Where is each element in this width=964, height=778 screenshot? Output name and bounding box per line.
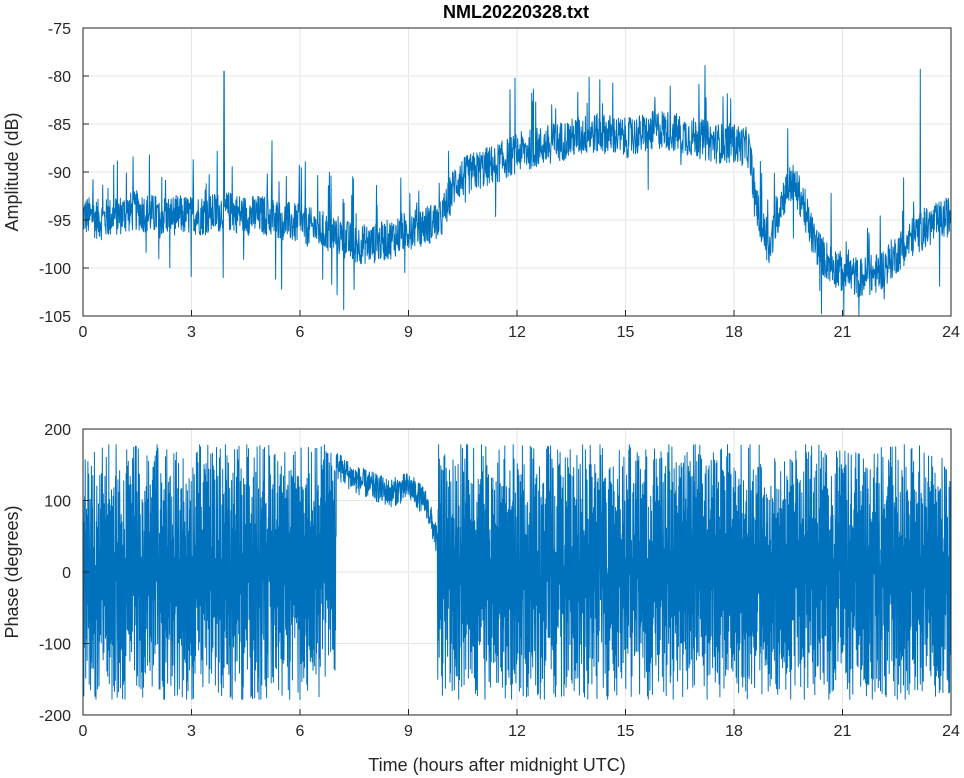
- phase-x-tick-label: 0: [79, 723, 88, 740]
- amplitude-y-tick-label: -85: [48, 117, 71, 134]
- phase-y-tick-label: -200: [39, 708, 71, 725]
- amplitude-ylabel: Amplitude (dB): [2, 112, 22, 231]
- amplitude-axes: 0 3 6 9 12 15 18 21 24 -75 -80 -85 -90 -95 -100 -105 A…: [2, 21, 960, 341]
- amplitude-y-tick-label: -100: [39, 261, 71, 278]
- phase-x-tick-label: 18: [725, 723, 743, 740]
- phase-x-tick-label: 12: [508, 723, 526, 740]
- phase-line: [82, 444, 952, 700]
- amplitude-line: [82, 65, 952, 317]
- phase-axes: 0 3 6 9 12 15 18 21 24 200 100 0 -100 -200 Phase (de…: [2, 422, 960, 775]
- amplitude-x-tick-label: 24: [942, 324, 960, 341]
- amplitude-x-tick-label: 9: [404, 324, 413, 341]
- phase-series: [82, 444, 952, 700]
- phase-x-tick-label: 3: [187, 723, 196, 740]
- phase-y-tick-label: 100: [44, 494, 71, 511]
- amplitude-y-tick-label: -105: [39, 309, 71, 326]
- phase-x-tick-label: 6: [296, 723, 305, 740]
- phase-y-tick-label: 0: [62, 565, 71, 582]
- phase-xlabel: Time (hours after midnight UTC): [368, 755, 625, 775]
- amplitude-y-tick-label: -75: [48, 21, 71, 38]
- amplitude-x-tick-label: 6: [296, 324, 305, 341]
- amplitude-x-tick-label: 3: [187, 324, 196, 341]
- amplitude-y-ticks: -75 -80 -85 -90 -95 -100 -105: [39, 21, 89, 326]
- phase-x-tick-label: 15: [617, 723, 635, 740]
- amplitude-x-tick-label: 0: [79, 324, 88, 341]
- phase-x-ticks: 0 3 6 9 12 15 18 21 24: [79, 709, 960, 740]
- amplitude-y-tick-label: -90: [48, 165, 71, 182]
- amplitude-x-tick-label: 15: [617, 324, 635, 341]
- amplitude-y-tick-label: -95: [48, 213, 71, 230]
- amplitude-x-tick-label: 21: [834, 324, 852, 341]
- amplitude-y-tick-label: -80: [48, 69, 71, 86]
- phase-y-ticks: 200 100 0 -100 -200: [39, 422, 89, 725]
- amplitude-x-ticks: 0 3 6 9 12 15 18 21 24: [79, 310, 960, 341]
- amplitude-x-tick-label: 12: [508, 324, 526, 341]
- phase-x-tick-label: 24: [942, 723, 960, 740]
- phase-y-tick-label: -100: [39, 637, 71, 654]
- phase-y-tick-label: 200: [44, 422, 71, 439]
- phase-x-tick-label: 21: [834, 723, 852, 740]
- amplitude-series: [82, 65, 952, 317]
- phase-x-tick-label: 9: [404, 723, 413, 740]
- figure-title: NML20220328.txt: [443, 2, 589, 22]
- phase-ylabel: Phase (degrees): [2, 505, 22, 638]
- amplitude-x-tick-label: 18: [725, 324, 743, 341]
